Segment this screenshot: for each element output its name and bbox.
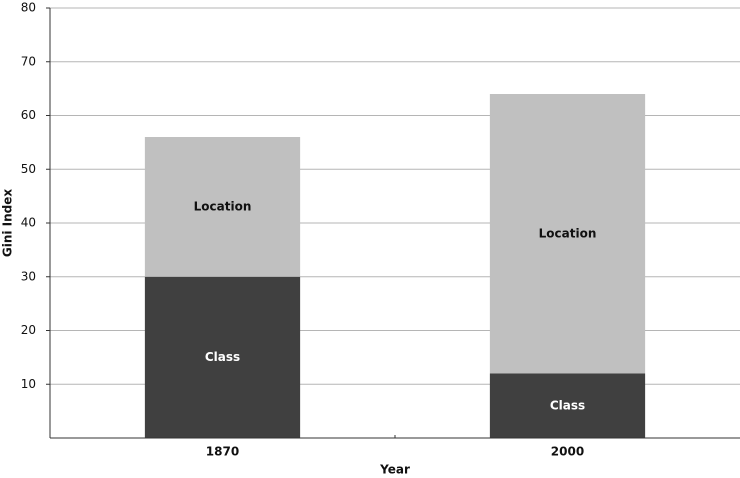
y-tick-label: 40	[21, 216, 36, 230]
y-tick-label: 80	[21, 1, 36, 15]
y-tick-label: 10	[21, 377, 36, 391]
y-tick-label: 60	[21, 108, 36, 122]
segment-label: Location	[539, 226, 597, 240]
x-tick-label: 2000	[551, 445, 584, 459]
y-tick-label: 20	[21, 323, 36, 337]
bar-segment	[144, 276, 301, 438]
x-axis-title: Year	[379, 463, 410, 477]
bar-segment	[489, 94, 646, 374]
segment-label: Class	[205, 350, 240, 364]
y-tick-label: 50	[21, 162, 36, 176]
y-axis-title: Gini Index	[1, 189, 15, 258]
bar-segment	[144, 137, 301, 277]
x-tick-label: 1870	[206, 445, 239, 459]
bar-segment	[489, 373, 646, 438]
y-tick-label: 30	[21, 269, 36, 283]
segment-label: Location	[194, 199, 252, 213]
segment-label: Class	[550, 398, 585, 412]
y-tick-label: 70	[21, 54, 36, 68]
